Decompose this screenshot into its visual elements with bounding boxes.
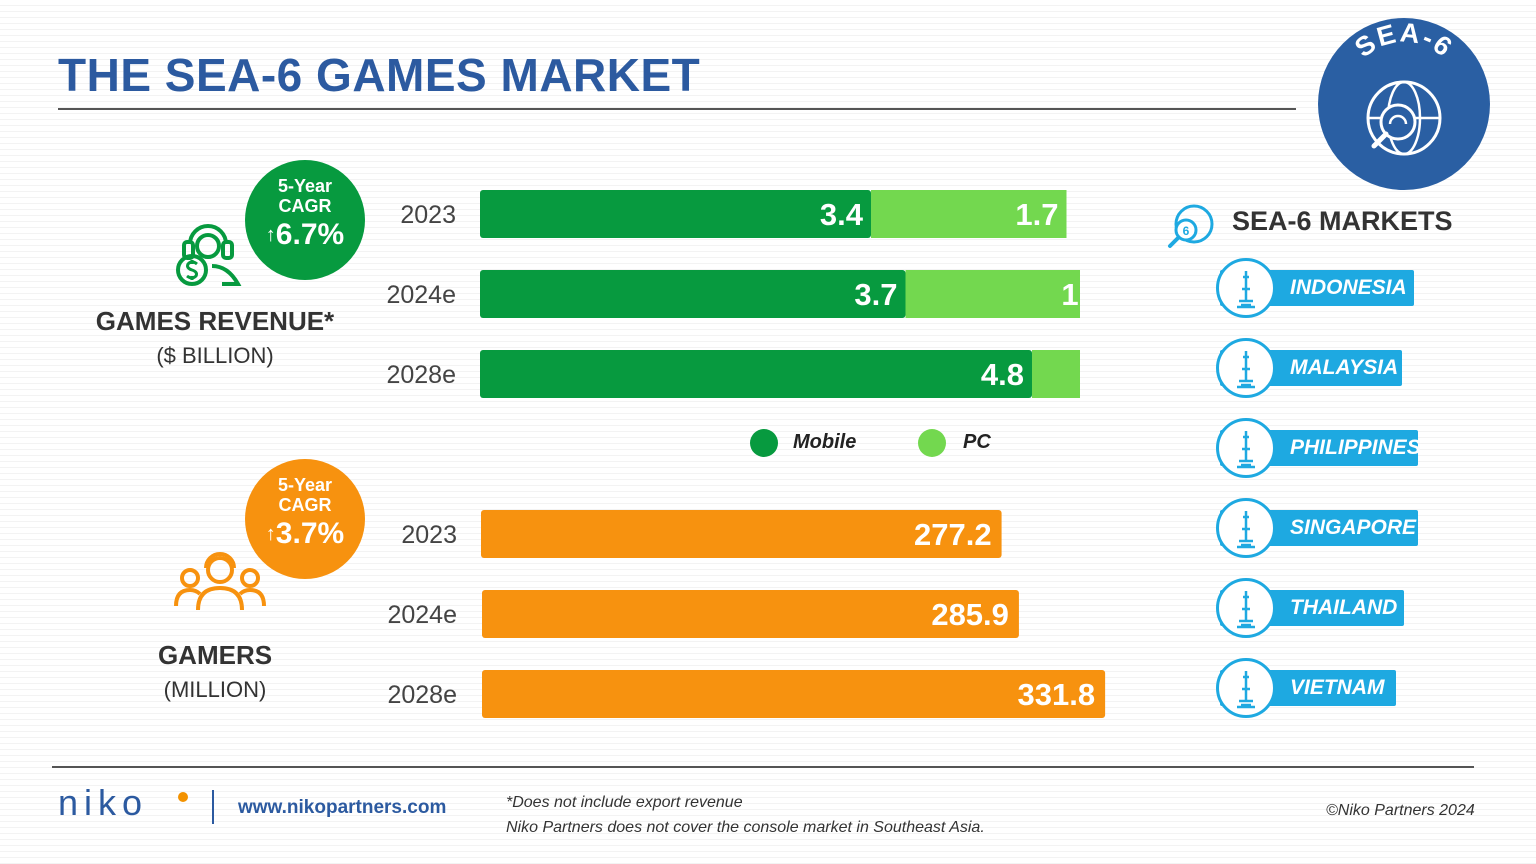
logo-dot	[178, 792, 188, 802]
legend-mobile-label: Mobile	[793, 431, 857, 453]
marina-bay-sands-icon	[1216, 498, 1276, 558]
rizal-monument-icon	[1216, 418, 1276, 478]
up-arrow-icon: ↑	[265, 224, 276, 246]
cagr-label-line2: CAGR	[278, 495, 332, 515]
footnote-export: *Does not include export revenue	[506, 794, 743, 811]
footer-divider	[52, 766, 1474, 768]
bar-pc	[871, 190, 1067, 238]
bar-mobile	[480, 190, 871, 238]
data-label: 277.2	[914, 517, 992, 552]
svg-text:SEA-6: SEA-6	[1349, 18, 1459, 63]
data-label: 1.8	[1061, 277, 1080, 312]
title-divider	[58, 108, 1296, 110]
cagr-label-line1: 5-Year	[277, 475, 333, 495]
headset-dollar-icon	[176, 224, 242, 286]
bar-mobile	[480, 350, 1032, 398]
revenue-unit: ($ BILLION)	[156, 343, 274, 368]
bar-gamers	[482, 670, 1106, 718]
sea6-badge: SEA-6	[1318, 18, 1490, 190]
niko-logo: niko	[58, 782, 149, 823]
page-title: THE SEA-6 GAMES MARKET	[58, 49, 701, 101]
cagr-value: 6.7%	[275, 218, 345, 251]
category-label: 2028e	[387, 681, 457, 709]
category-label: 2023	[400, 201, 456, 229]
temple-icon	[1216, 578, 1276, 638]
pagoda-icon	[1216, 658, 1276, 718]
category-label: 2024e	[386, 281, 456, 309]
gamers-group-icon	[174, 552, 266, 611]
markets-title: SEA-6 MARKETS	[1232, 206, 1453, 236]
website-link[interactable]: www.nikopartners.com	[238, 797, 447, 818]
data-label: 4.8	[981, 357, 1024, 392]
cagr-label-line2: CAGR	[278, 196, 332, 216]
gamers-unit: (MILLION)	[163, 677, 267, 702]
revenue-cagr-badge: 5-Year CAGR ↑6.7%	[245, 160, 365, 280]
revenue-label: GAMES REVENUE*	[95, 306, 335, 336]
legend-pc-label: PC	[963, 431, 991, 453]
badge-text: SEA-6	[1349, 18, 1457, 63]
bar-pc	[905, 270, 1080, 318]
category-label: 2024e	[387, 601, 457, 629]
globe-search-icon: SEA-6	[1349, 18, 1459, 156]
data-label: 3.7	[854, 277, 897, 312]
data-label: 285.9	[931, 597, 1009, 632]
monas-monument-icon	[1216, 258, 1276, 318]
footnote-console: Niko Partners does not cover the console…	[506, 819, 985, 836]
legend-pc-swatch	[918, 429, 946, 457]
svg-text:6: 6	[1183, 224, 1190, 238]
data-label: 3.4	[820, 197, 864, 232]
petronas-towers-icon	[1216, 338, 1276, 398]
legend-mobile-swatch	[750, 429, 778, 457]
bar-gamers	[482, 590, 1019, 638]
data-label: 1.7	[1015, 197, 1058, 232]
bar-mobile	[480, 270, 906, 318]
cagr-label-line1: 5-Year	[277, 176, 333, 196]
globe-six-icon: 6	[1168, 204, 1214, 248]
gamers-cagr-badge: 5-Year CAGR ↑3.7%	[245, 459, 365, 579]
gamers-label: GAMERS	[157, 640, 273, 670]
category-label: 2028e	[386, 361, 456, 389]
bar-pc	[1032, 350, 1080, 398]
market-item-malaysia: MALAYSIA	[1220, 350, 1402, 386]
up-arrow-icon: ↑	[265, 523, 276, 545]
category-label: 2023	[401, 521, 457, 549]
gamers-chart: 2023 277.2 2024e 285.9 2028e 331.8	[387, 510, 1106, 718]
bar-gamers	[481, 510, 1002, 558]
data-label: 331.8	[1018, 677, 1096, 712]
copyright: ©Niko Partners 2024	[1326, 802, 1475, 819]
footer-separator	[212, 790, 214, 824]
cagr-value: 3.7%	[275, 517, 345, 550]
